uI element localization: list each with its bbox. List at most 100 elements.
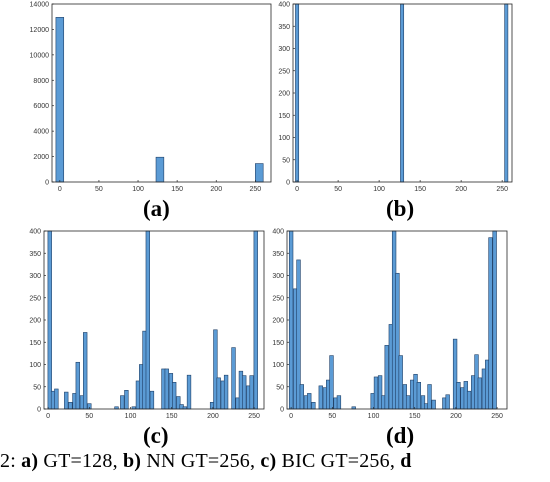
caption-b-text: NN GT=256, [141,450,261,472]
bar-c-24 [164,368,169,410]
xtick-label-b-2: 100 [373,186,385,193]
ytick-label-c-4: 200 [29,318,41,325]
xtick-label-a-5: 250 [250,186,262,193]
ytick-label-a-6: 12000 [30,27,50,34]
bar-d-25 [405,395,411,410]
bar-d-3 [299,384,304,410]
bar-d-23 [398,355,403,410]
panel-label-b: (b) [386,196,415,221]
caption-b-letter: b) [122,450,142,472]
xtick-label-b-1: 50 [334,186,342,193]
xtick-label-c-2: 100 [125,413,137,420]
bar-c-6 [75,361,80,410]
axes-frame-a [51,3,272,183]
bar-c-20 [145,230,150,410]
bar-c-43 [253,230,258,410]
ytick-label-c-1: 50 [33,384,41,391]
ytick-label-a-7: 14000 [30,2,50,9]
ytick-label-d-3: 150 [272,340,284,347]
bar-d-16 [373,376,379,410]
xtick-label-b-3: 150 [414,186,426,193]
xtick-label-c-4: 200 [207,413,219,420]
ytick-label-c-0: 0 [37,407,41,414]
bar-c-2 [54,388,59,410]
bar-c-26 [172,381,177,410]
ytick-label-b-7: 350 [278,24,290,31]
ytick-label-d-6: 300 [272,273,284,280]
bar-c-30 [186,374,192,410]
bar-d-31 [427,384,432,410]
bar-b-1 [400,3,405,183]
ytick-label-b-5: 250 [278,68,290,75]
ytick-label-c-2: 100 [29,362,41,369]
caption-lead: 2: [0,450,22,472]
bar-d-5 [307,393,312,410]
xtick-label-a-3: 150 [171,186,183,193]
ytick-label-b-3: 150 [278,113,290,120]
bar-d-19 [384,345,389,410]
ytick-label-a-5: 10000 [30,52,50,59]
xtick-label-c-3: 150 [166,413,178,420]
caption-c-text: BIC GT=256, [276,450,401,472]
xtick-label-c-0: 0 [46,413,50,420]
bar-d-28 [416,381,421,410]
bar-c-14 [120,395,125,410]
ytick-label-d-4: 200 [272,318,284,325]
bar-d-6 [311,402,316,410]
xtick-label-d-1: 50 [328,413,336,420]
bar-c-37 [231,347,236,410]
ytick-label-d-2: 100 [272,362,284,369]
ytick-label-c-3: 150 [29,340,41,347]
bar-d-0 [288,230,294,410]
bar-c-21 [149,390,155,410]
bar-c-42 [249,375,254,410]
panel-label-c: (c) [143,423,169,448]
bar-a-2 [255,163,264,183]
bar-a-1 [155,156,165,183]
bar-c-40 [242,375,247,410]
bar-b-2 [504,3,509,183]
bar-d-32 [431,399,436,410]
bar-d-7 [318,385,323,410]
bar-c-4 [68,402,73,410]
bar-b-0 [295,3,300,183]
bar-d-40 [466,390,472,410]
panel-label-a: (a) [143,196,170,221]
xtick-label-b-4: 200 [455,186,467,193]
bar-d-43 [477,377,482,410]
ytick-label-d-0: 0 [280,407,284,414]
xtick-label-c-1: 50 [85,413,93,420]
ytick-label-c-6: 300 [29,273,41,280]
xtick-label-d-4: 200 [450,413,462,420]
ytick-label-c-8: 400 [29,229,41,236]
ytick-label-d-1: 50 [276,384,284,391]
ytick-label-b-0: 0 [286,180,290,187]
bar-c-8 [83,332,88,410]
ytick-label-b-4: 200 [278,91,290,98]
xtick-label-a-4: 200 [210,186,222,193]
ytick-label-a-3: 6000 [33,103,49,110]
xtick-label-d-3: 150 [409,413,421,420]
ytick-label-b-1: 50 [282,157,290,164]
ytick-label-d-5: 250 [272,295,284,302]
xtick-label-a-0: 0 [58,186,62,193]
bar-c-15 [124,390,129,410]
ytick-label-d-7: 350 [272,251,284,258]
xtick-label-d-2: 100 [368,413,380,420]
bar-c-0 [47,230,52,410]
bar-c-3 [64,391,69,410]
xtick-label-a-1: 50 [95,186,103,193]
ytick-label-d-8: 400 [272,229,284,236]
bar-d-12 [336,395,342,410]
bar-c-36 [223,374,229,410]
xtick-label-b-5: 250 [496,186,508,193]
ytick-label-b-6: 300 [278,46,290,53]
ytick-label-c-5: 250 [29,295,41,302]
ytick-label-c-7: 350 [29,251,41,258]
bar-d-35 [445,394,450,410]
xtick-label-d-0: 0 [289,413,293,420]
ytick-label-a-1: 2000 [33,154,49,161]
bar-a-0 [55,17,65,183]
ytick-label-b-2: 100 [278,135,290,142]
